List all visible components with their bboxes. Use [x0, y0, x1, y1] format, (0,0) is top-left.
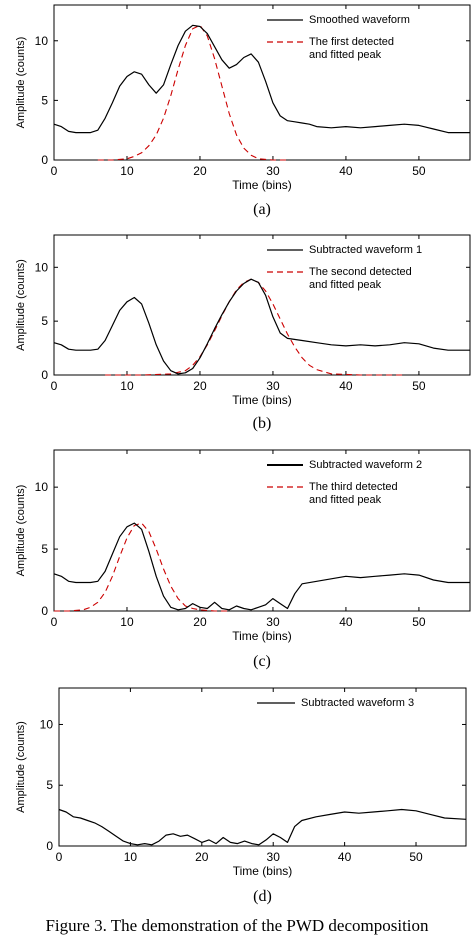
- legend: Subtracted waveform 2 The third detecteda…: [267, 459, 422, 506]
- y-axis-label: Amplitude (counts): [15, 485, 27, 577]
- plot-frame: [53, 4, 471, 161]
- x-tick-label: 50: [412, 615, 426, 629]
- y-tick-label: 0: [46, 839, 53, 853]
- y-axis-label: Amplitude (counts): [15, 259, 27, 351]
- y-tick-label: 5: [41, 542, 48, 556]
- chart-panel: 0 10 20 30 40 50 0 5 10 Time (bins) Amplitude (cou…: [15, 4, 471, 218]
- x-tick-label: 40: [339, 379, 353, 393]
- legend-entry-text: The second detected: [309, 266, 412, 278]
- y-tick-label: 10: [40, 717, 54, 731]
- x-tick-label: 0: [51, 379, 58, 393]
- legend-entry-text: The first detected: [309, 36, 394, 48]
- x-tick-label: 40: [338, 850, 352, 864]
- legend-entry-text: and fitted peak: [309, 279, 382, 291]
- x-tick-label: 20: [193, 379, 207, 393]
- x-tick-label: 30: [266, 164, 280, 178]
- legend-entry-text: Smoothed waveform: [309, 14, 410, 26]
- x-tick-label: 20: [195, 850, 209, 864]
- panel-label: (d): [253, 888, 272, 905]
- x-tick-label: 10: [120, 615, 134, 629]
- y-tick-label: 0: [41, 153, 48, 167]
- y-tick-label: 10: [35, 260, 49, 274]
- x-axis-label: Time (bins): [232, 393, 292, 407]
- y-axis-label: Amplitude (counts): [15, 721, 27, 813]
- chart-panel: 0 10 20 30 40 50 0 5 10 Time (bins) Amplitude (cou…: [15, 687, 467, 905]
- panel-label: (b): [253, 415, 272, 432]
- y-tick-label: 0: [41, 604, 48, 618]
- x-axis-label: Time (bins): [233, 864, 293, 878]
- y-tick-label: 10: [35, 34, 49, 48]
- x-axis-label: Time (bins): [232, 629, 292, 643]
- figure-caption: Figure 3. The demonstration of the PWD d…: [45, 916, 429, 935]
- y-tick-label: 5: [41, 93, 48, 107]
- panel-label: (a): [253, 201, 271, 218]
- series-line: [53, 278, 470, 375]
- chart-panel: 0 10 20 30 40 50 0 5 10 Time (bins) Amplitude (cou…: [15, 234, 471, 432]
- x-tick-label: 50: [412, 164, 426, 178]
- series-line: [54, 522, 230, 612]
- legend: Subtracted waveform 1 The second detected…: [267, 244, 422, 291]
- x-tick-label: 0: [51, 164, 58, 178]
- x-tick-label: 10: [124, 850, 138, 864]
- x-tick-label: 50: [412, 379, 426, 393]
- y-tick-label: 10: [35, 480, 49, 494]
- legend-entry-text: and fitted peak: [309, 49, 382, 61]
- y-axis-label: Amplitude (counts): [15, 37, 27, 129]
- legend-entry-text: The third detected: [309, 481, 398, 493]
- x-tick-label: 0: [56, 850, 63, 864]
- series-line: [58, 808, 467, 846]
- x-axis-label: Time (bins): [232, 178, 292, 192]
- x-tick-label: 10: [120, 379, 134, 393]
- x-tick-label: 50: [409, 850, 423, 864]
- x-tick-label: 10: [120, 164, 134, 178]
- legend-entry-text: and fitted peak: [309, 494, 382, 506]
- y-tick-label: 0: [41, 368, 48, 382]
- x-tick-label: 40: [339, 164, 353, 178]
- x-tick-label: 20: [193, 164, 207, 178]
- series-line: [53, 522, 470, 611]
- chart-panel: 0 10 20 30 40 50 0 5 10 Time (bins) Amplitude (cou…: [15, 449, 471, 670]
- series-line: [53, 24, 470, 134]
- x-tick-label: 30: [267, 850, 281, 864]
- plot-frame: [53, 234, 471, 376]
- legend: Subtracted waveform 3: [257, 697, 414, 709]
- y-tick-label: 5: [41, 314, 48, 328]
- x-tick-label: 30: [266, 615, 280, 629]
- x-tick-label: 0: [51, 615, 58, 629]
- legend-entry-text: Subtracted waveform 1: [309, 244, 422, 256]
- legend-entry-text: Subtracted waveform 2: [309, 459, 422, 471]
- plot-frame: [53, 449, 471, 612]
- x-tick-label: 30: [266, 379, 280, 393]
- legend-entry-text: Subtracted waveform 3: [301, 697, 414, 709]
- plot-frame: [58, 687, 467, 847]
- x-tick-label: 20: [193, 615, 207, 629]
- x-tick-label: 40: [339, 615, 353, 629]
- y-tick-label: 5: [46, 778, 53, 792]
- series-line: [97, 24, 288, 161]
- panel-label: (c): [253, 653, 271, 670]
